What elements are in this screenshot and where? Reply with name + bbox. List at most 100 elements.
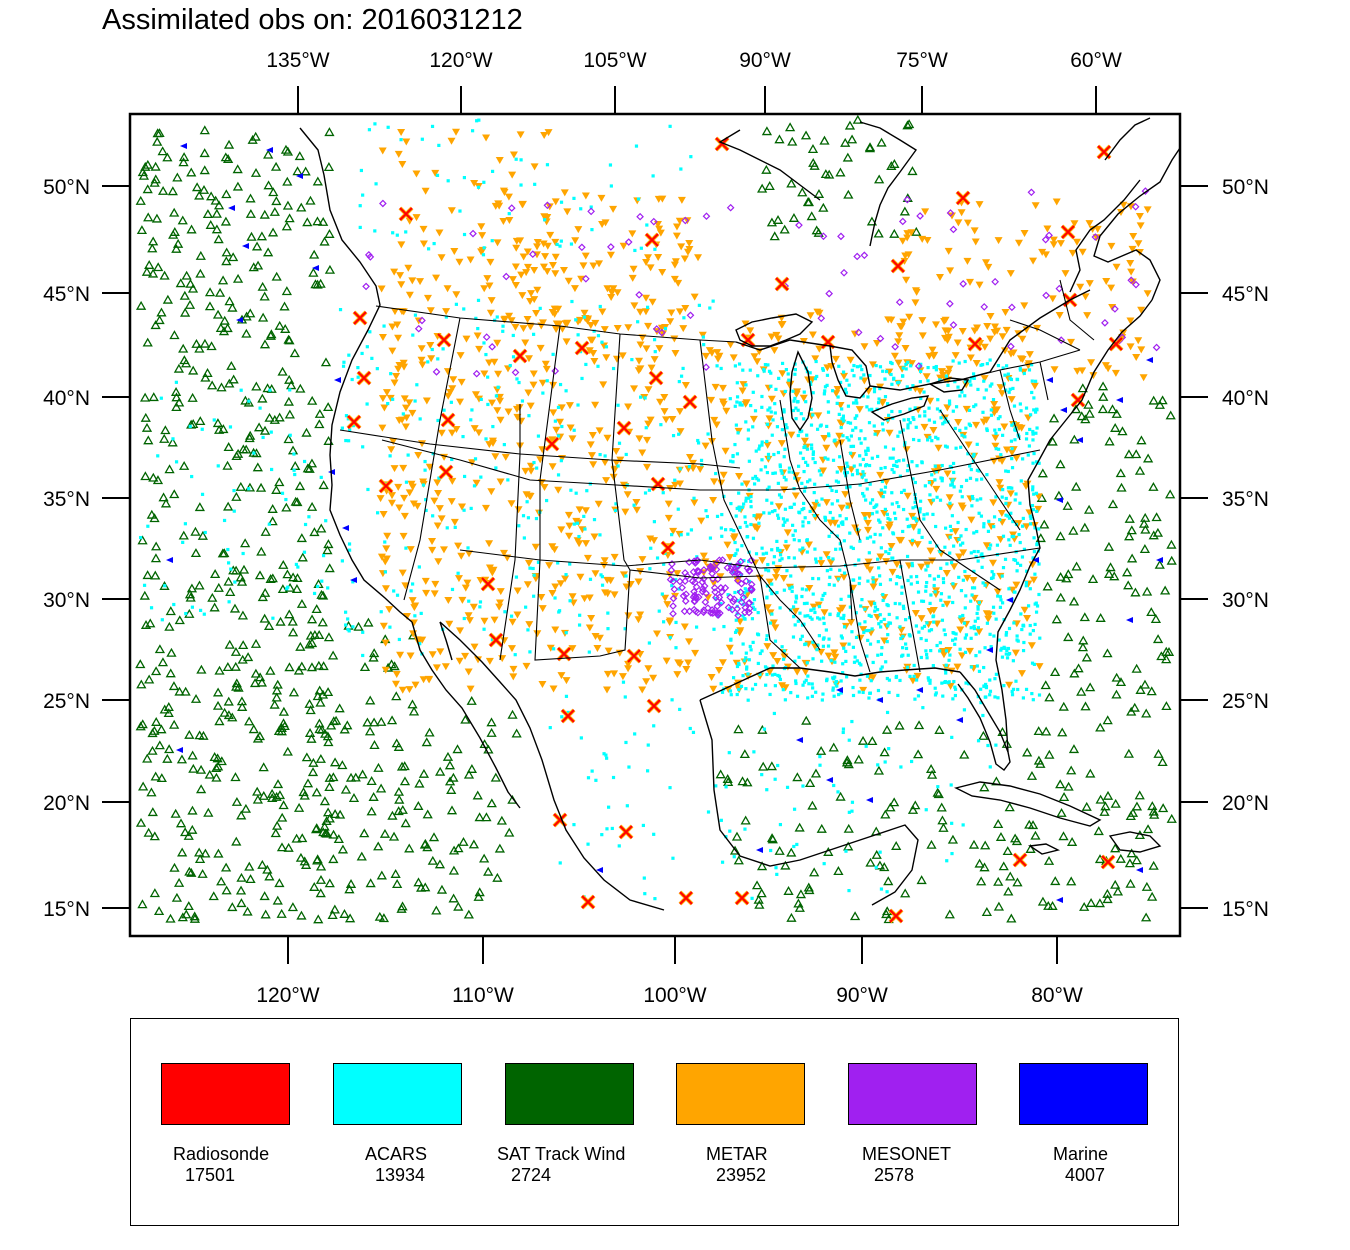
acars-marker [924,808,928,812]
metar-marker [491,202,500,210]
acars-marker [579,736,583,740]
sat-wind-marker [322,807,334,817]
metar-marker [888,568,897,576]
sat-wind-marker [259,209,270,219]
acars-marker [1032,451,1036,456]
acars-marker [727,751,731,755]
metar-marker [1000,347,1009,355]
metar-marker [531,543,540,551]
acars-marker [910,564,915,568]
sat-wind-marker [408,706,420,716]
acars-marker [969,383,973,387]
acars-marker [976,387,980,392]
acars-marker [738,401,742,405]
metar-marker [428,537,437,545]
sat-wind-marker [170,808,181,818]
sat-wind-marker [937,815,948,825]
metar-marker [707,674,716,682]
mesonet-marker [669,602,677,610]
sat-wind-marker [220,862,232,872]
sat-wind-marker [453,901,464,911]
sat-wind-marker [1055,592,1066,602]
sat-wind-marker [179,290,190,300]
sat-wind-marker [369,740,380,750]
acars-marker [808,371,812,375]
metar-marker [388,492,397,500]
mesonet-marker [825,289,834,298]
acars-marker [870,407,874,411]
acars-marker [871,580,875,584]
sat-wind-marker [306,638,318,648]
metar-marker [586,441,595,449]
acars-marker [906,653,910,657]
sat-wind-marker [180,307,191,317]
acars-marker [869,679,873,683]
acars-marker [842,419,846,423]
acars-marker [839,380,843,385]
acars-marker [1010,466,1015,470]
acars-marker [803,516,807,520]
sat-wind-marker [446,805,458,815]
metar-marker [512,244,521,252]
acars-marker [963,380,967,384]
metar-marker [863,519,872,527]
sat-wind-marker [907,804,919,814]
acars-marker [957,361,961,365]
acars-marker [604,753,608,757]
metar-marker [877,491,886,499]
acars-marker [312,591,317,596]
acars-marker [885,512,889,516]
metar-marker [392,373,401,381]
sat-wind-marker [466,695,477,705]
metar-marker [511,263,520,271]
acars-marker [893,601,897,606]
sat-wind-marker [1152,634,1164,644]
sat-wind-marker [304,463,315,473]
sat-wind-marker [452,744,463,754]
metar-marker [664,514,673,522]
acars-marker [753,682,758,687]
metar-marker [642,678,651,686]
acars-marker [823,518,828,522]
acars-marker [954,446,958,450]
acars-marker [1028,514,1032,518]
acars-marker [754,449,758,453]
sat-wind-marker [295,852,307,862]
metar-marker [1049,236,1058,244]
sat-wind-marker [147,268,159,278]
legend-label: ACARS [365,1144,428,1164]
acars-marker [1001,488,1005,492]
acars-marker [975,498,979,502]
metar-marker [958,328,967,336]
mesonet-marker [736,588,745,597]
acars-marker [462,232,467,237]
metar-marker [1078,248,1087,256]
metar-marker [422,397,431,405]
metar-marker [562,338,571,346]
metar-marker [388,323,397,331]
acars-marker [735,692,739,697]
marine-marker [1006,597,1013,603]
acars-marker [898,430,902,434]
metar-marker [1135,213,1144,221]
mesonet-marker [414,324,423,333]
acars-marker [875,503,879,507]
acars-marker [901,529,905,534]
acars-marker [773,402,777,406]
sat-wind-marker [180,827,191,837]
sat-wind-marker [276,842,288,852]
acars-marker [804,678,808,682]
acars-marker [802,445,806,450]
acars-marker [553,596,557,600]
acars-marker [668,786,672,790]
acars-marker [769,371,773,375]
acars-marker [1024,581,1029,585]
metar-marker [593,644,602,652]
metar-marker [549,685,558,693]
metar-marker [529,381,538,389]
sat-wind-marker [189,913,201,923]
marine-marker [176,747,183,753]
metar-marker [609,205,618,213]
marine-marker [916,687,923,693]
sat-wind-marker [154,644,166,654]
